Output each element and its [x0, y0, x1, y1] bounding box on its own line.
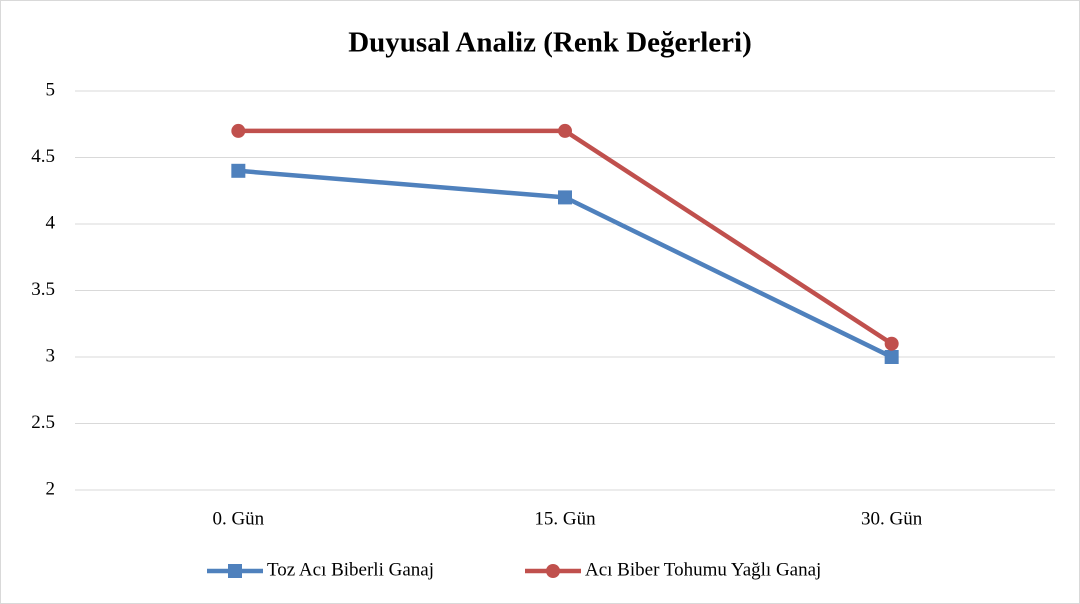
legend-label: Toz Acı Biberli Ganaj	[267, 559, 434, 580]
legend-marker	[228, 564, 242, 578]
x-tick-label: 15. Gün	[534, 508, 596, 529]
data-point	[558, 123, 572, 138]
x-tick-label: 30. Gün	[861, 508, 923, 529]
y-tick-label: 2.5	[31, 412, 55, 433]
y-tick-label: 2	[46, 478, 56, 499]
data-point	[884, 350, 899, 364]
data-point	[558, 190, 572, 205]
x-tick-label: 0. Gün	[212, 508, 264, 529]
data-point	[231, 163, 246, 178]
legend-marker	[546, 564, 560, 578]
data-point	[231, 123, 246, 138]
chart-title: Duyusal Analiz (Renk Değerleri)	[348, 27, 752, 59]
legend-label: Acı Biber Tohumu Yağlı Ganaj	[585, 559, 821, 580]
data-point	[884, 336, 899, 351]
y-tick-label: 3.5	[31, 279, 55, 300]
y-tick-label: 4	[46, 212, 56, 233]
y-tick-label: 5	[46, 79, 56, 100]
y-tick-label: 3	[46, 345, 56, 366]
y-tick-label: 4.5	[31, 146, 55, 167]
